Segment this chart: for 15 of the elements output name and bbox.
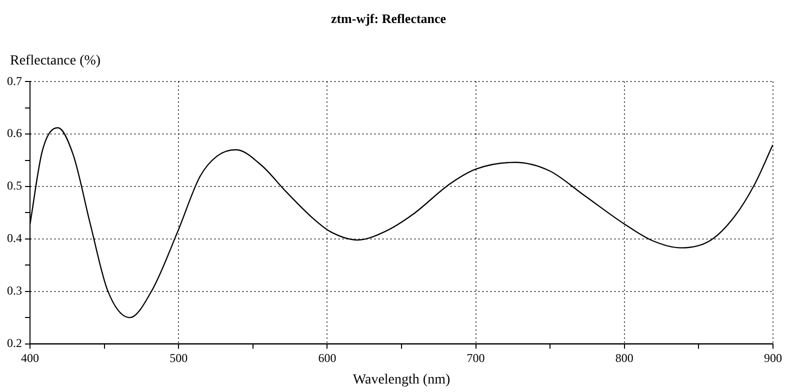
chart-title: ztm-wjf: Reflectance: [330, 11, 446, 26]
y-tick-label: 0.5: [7, 178, 22, 193]
x-tick-label: 500: [170, 351, 188, 366]
x-tick-label: 700: [466, 351, 485, 366]
x-axis-title: Wavelength (nm): [352, 372, 450, 388]
y-tick-label: 0.4: [7, 231, 22, 246]
x-tick-label: 600: [318, 351, 336, 366]
y-tick-label: 0.6: [7, 126, 22, 140]
x-tick-label: 900: [764, 351, 782, 366]
y-tick-label: 0.7: [7, 74, 22, 88]
x-tick-label: 800: [615, 351, 634, 366]
y-axis-title: Reflectance (%): [10, 53, 101, 68]
x-tick-label: 400: [21, 351, 39, 366]
y-tick-label: 0.3: [7, 284, 22, 298]
y-tick-label: 0.2: [7, 336, 22, 350]
